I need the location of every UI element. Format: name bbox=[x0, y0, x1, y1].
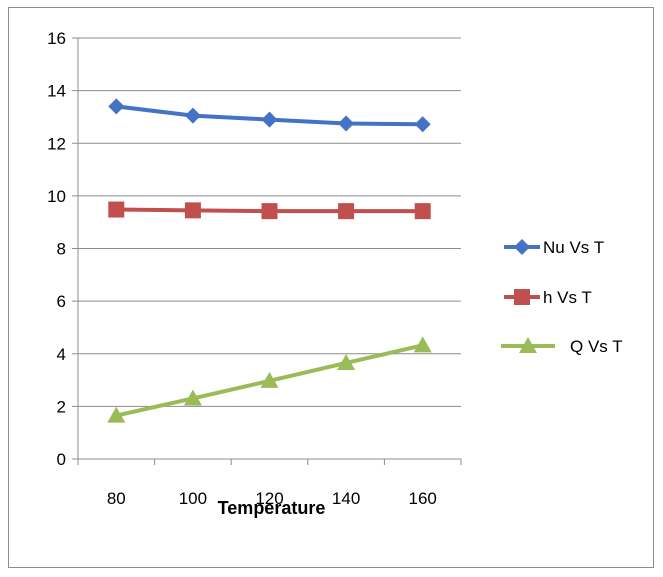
data-point bbox=[184, 202, 201, 219]
legend-label: Q Vs T bbox=[570, 337, 623, 356]
x-axis-tick-labels: 80 100 120 140 160 bbox=[107, 489, 437, 508]
y-tick-label: 2 bbox=[57, 397, 66, 416]
y-tick-label: 8 bbox=[57, 240, 66, 259]
legend: Nu Vs T h Vs T Q Vs T bbox=[501, 238, 623, 356]
y-tick-label: 16 bbox=[47, 29, 66, 48]
legend-label: h Vs T bbox=[543, 288, 592, 307]
data-point bbox=[107, 406, 126, 423]
data-point bbox=[183, 389, 202, 406]
data-point bbox=[338, 115, 355, 132]
x-tick-label: 140 bbox=[332, 489, 360, 508]
legend-item: Q Vs T bbox=[501, 337, 623, 356]
series-square bbox=[108, 201, 431, 220]
x-tick-label: 160 bbox=[409, 489, 437, 508]
data-point bbox=[184, 107, 201, 124]
data-point bbox=[260, 371, 279, 388]
data-point bbox=[413, 336, 432, 353]
data-point bbox=[338, 203, 355, 220]
y-tick-label: 6 bbox=[57, 292, 66, 311]
y-axis-tick-labels: 0 2 4 6 8 10 12 14 16 bbox=[47, 29, 66, 469]
data-point bbox=[108, 201, 125, 218]
series-triangle bbox=[107, 336, 432, 423]
gridlines bbox=[78, 37, 461, 407]
series-group bbox=[107, 98, 432, 423]
y-tick-label: 12 bbox=[47, 134, 66, 153]
x-tick-label: 100 bbox=[179, 489, 207, 508]
y-tick-label: 14 bbox=[47, 82, 66, 101]
legend-item: Nu Vs T bbox=[504, 238, 604, 257]
series-diamond bbox=[108, 98, 431, 133]
y-tick-label: 10 bbox=[47, 187, 66, 206]
x-tick-label: 80 bbox=[107, 489, 126, 508]
data-point bbox=[337, 353, 356, 370]
legend-label: Nu Vs T bbox=[543, 238, 604, 257]
y-tick-label: 0 bbox=[57, 450, 66, 469]
legend-marker bbox=[519, 337, 537, 353]
data-point bbox=[414, 203, 431, 220]
data-point bbox=[261, 111, 278, 128]
legend-item: h Vs T bbox=[504, 288, 592, 307]
data-point bbox=[261, 203, 278, 220]
data-point bbox=[108, 98, 125, 115]
data-point bbox=[414, 116, 431, 133]
x-tick-label: 120 bbox=[255, 489, 283, 508]
legend-marker bbox=[514, 239, 530, 255]
y-tick-label: 4 bbox=[57, 345, 66, 364]
x-axis-title: Temperature bbox=[218, 498, 326, 518]
legend-marker bbox=[514, 289, 530, 305]
axes bbox=[72, 37, 462, 465]
